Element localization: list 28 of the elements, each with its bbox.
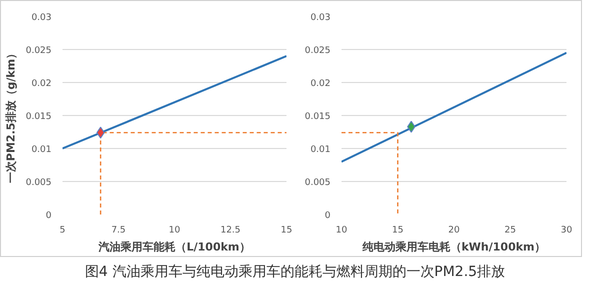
y-tick-label: 0.02 (31, 79, 52, 89)
x-tick-label: 25 (504, 226, 516, 236)
y-tick-label: 0.005 (304, 178, 330, 188)
y-tick-label: 0 (46, 211, 52, 221)
y-tick-label: 0.015 (26, 112, 52, 122)
x-tick-label: 12.5 (220, 226, 241, 236)
x-tick-label: 10 (336, 226, 348, 236)
y-tick-label: 0.025 (26, 46, 52, 56)
caption: 图4 汽油乘用车与纯电动乘用车的能耗与燃料周期的一次PM2.5排放 (84, 263, 506, 282)
y-tick-label: 0.03 (310, 13, 331, 23)
x-tick-label: 15 (280, 226, 292, 236)
y-tick-label: 0.02 (310, 79, 331, 89)
y-tick-label: 0 (324, 211, 331, 221)
x-tick-label: 5 (60, 226, 66, 236)
y-tick-label: 0.03 (31, 13, 52, 23)
y-tick-label: 0.025 (304, 46, 330, 56)
x-tick-label: 7.5 (111, 226, 126, 236)
x-tick-label: 15 (392, 226, 404, 236)
x-tick-label: 10 (168, 226, 180, 236)
x-tick-label: 20 (448, 226, 460, 236)
x-axis-title: 纯电动乘用车电耗（kWh/100km） (361, 240, 546, 254)
x-tick-label: 30 (560, 226, 572, 236)
y-tick-label: 0.005 (26, 178, 52, 188)
y-tick-label: 0.01 (310, 145, 331, 155)
y-tick-label: 0.01 (31, 145, 52, 155)
x-axis-title: 汽油乘用车能耗（L/100km） (98, 240, 250, 254)
y-tick-label: 0.015 (304, 112, 330, 122)
y-axis-title: 一次PM2.5排放（g/km） (4, 48, 18, 184)
